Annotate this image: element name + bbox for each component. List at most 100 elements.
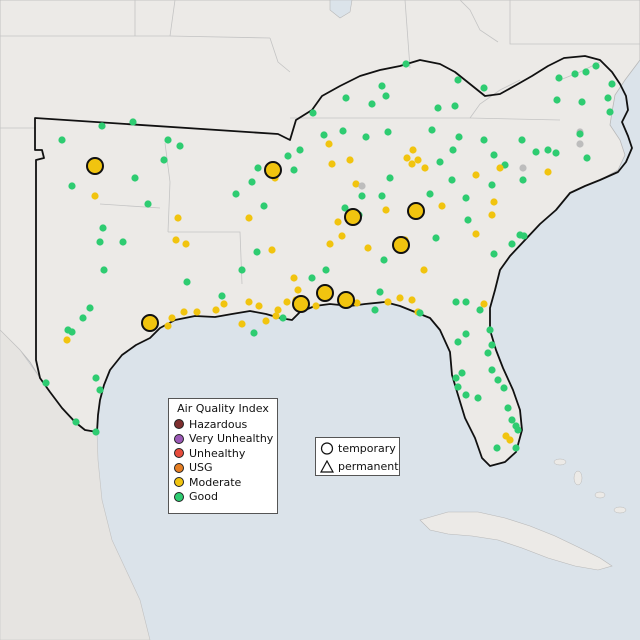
monitor-dot-good[interactable]	[42, 379, 50, 387]
monitor-dot-good[interactable]	[592, 62, 600, 70]
monitor-dot-moderate-large[interactable]	[392, 236, 410, 254]
monitor-dot-no-data[interactable]	[576, 140, 584, 148]
monitor-dot-good[interactable]	[480, 136, 488, 144]
monitor-dot-good[interactable]	[96, 238, 104, 246]
monitor-dot-moderate[interactable]	[326, 240, 334, 248]
monitor-dot-moderate[interactable]	[164, 322, 172, 330]
monitor-dot-good[interactable]	[553, 96, 561, 104]
monitor-dot-moderate-large[interactable]	[344, 208, 362, 226]
monitor-dot-good[interactable]	[250, 329, 258, 337]
monitor-dot-moderate-large[interactable]	[141, 314, 159, 332]
monitor-dot-good[interactable]	[500, 384, 508, 392]
monitor-dot-good[interactable]	[341, 204, 349, 212]
monitor-dot-moderate[interactable]	[490, 198, 498, 206]
monitor-dot-moderate[interactable]	[352, 180, 360, 188]
monitor-dot-good[interactable]	[474, 394, 482, 402]
monitor-dot-moderate[interactable]	[245, 298, 253, 306]
monitor-dot-good[interactable]	[488, 366, 496, 374]
monitor-dot-good[interactable]	[183, 278, 191, 286]
monitor-dot-good[interactable]	[176, 142, 184, 150]
monitor-dot-good[interactable]	[604, 94, 612, 102]
monitor-dot-good[interactable]	[520, 232, 528, 240]
monitor-dot-moderate-large[interactable]	[407, 202, 425, 220]
monitor-dot-good[interactable]	[339, 127, 347, 135]
monitor-dot-good[interactable]	[552, 149, 560, 157]
monitor-dot-good[interactable]	[119, 238, 127, 246]
monitor-dot-good[interactable]	[279, 314, 287, 322]
monitor-dot-good[interactable]	[378, 192, 386, 200]
monitor-dot-moderate[interactable]	[438, 202, 446, 210]
monitor-dot-good[interactable]	[68, 182, 76, 190]
monitor-dot-good[interactable]	[462, 391, 470, 399]
monitor-dot-good[interactable]	[98, 122, 106, 130]
monitor-dot-moderate[interactable]	[220, 300, 228, 308]
monitor-dot-moderate-large[interactable]	[292, 295, 310, 313]
monitor-dot-moderate[interactable]	[409, 146, 417, 154]
monitor-dot-good[interactable]	[131, 174, 139, 182]
monitor-dot-good[interactable]	[68, 328, 76, 336]
monitor-dot-good[interactable]	[454, 76, 462, 84]
monitor-dot-good[interactable]	[583, 154, 591, 162]
monitor-dot-good[interactable]	[518, 136, 526, 144]
monitor-dot-good[interactable]	[454, 338, 462, 346]
monitor-dot-good[interactable]	[488, 341, 496, 349]
monitor-dot-good[interactable]	[458, 369, 466, 377]
monitor-dot-moderate[interactable]	[182, 240, 190, 248]
monitor-dot-no-data[interactable]	[519, 164, 527, 172]
monitor-dots-small[interactable]	[42, 60, 616, 452]
monitor-dot-no-data[interactable]	[358, 182, 366, 190]
monitor-dot-good[interactable]	[464, 216, 472, 224]
monitor-dot-good[interactable]	[308, 274, 316, 282]
monitor-dot-moderate[interactable]	[283, 298, 291, 306]
monitor-dot-good[interactable]	[248, 178, 256, 186]
monitor-dot-good[interactable]	[144, 200, 152, 208]
monitor-dot-good[interactable]	[494, 376, 502, 384]
monitor-dot-good[interactable]	[378, 82, 386, 90]
monitor-dot-good[interactable]	[290, 166, 298, 174]
monitor-dot-good[interactable]	[129, 118, 137, 126]
monitor-dot-good[interactable]	[578, 98, 586, 106]
monitor-dot-moderate[interactable]	[488, 211, 496, 219]
monitor-dot-good[interactable]	[426, 190, 434, 198]
monitor-dot-moderate[interactable]	[312, 302, 320, 310]
monitor-dot-good[interactable]	[358, 192, 366, 200]
monitor-dot-good[interactable]	[480, 84, 488, 92]
monitor-dot-good[interactable]	[371, 306, 379, 314]
monitor-dot-good[interactable]	[452, 298, 460, 306]
monitor-dot-good[interactable]	[462, 298, 470, 306]
monitor-dot-moderate[interactable]	[421, 164, 429, 172]
monitor-dot-good[interactable]	[362, 133, 370, 141]
monitor-dot-good[interactable]	[452, 374, 460, 382]
monitor-dot-good[interactable]	[512, 444, 520, 452]
monitor-dot-moderate[interactable]	[364, 244, 372, 252]
monitor-dot-good[interactable]	[462, 194, 470, 202]
monitor-dot-moderate-large[interactable]	[86, 157, 104, 175]
monitor-dot-good[interactable]	[386, 174, 394, 182]
monitor-dot-good[interactable]	[514, 426, 522, 434]
monitor-dot-moderate[interactable]	[63, 336, 71, 344]
monitor-dot-good[interactable]	[608, 80, 616, 88]
monitor-dot-good[interactable]	[92, 374, 100, 382]
monitor-dot-good[interactable]	[454, 383, 462, 391]
monitor-dot-good[interactable]	[486, 326, 494, 334]
monitor-dot-good[interactable]	[376, 288, 384, 296]
monitor-dot-good[interactable]	[476, 306, 484, 314]
monitor-dot-moderate[interactable]	[544, 168, 552, 176]
monitor-dot-good[interactable]	[402, 60, 410, 68]
monitor-dot-good[interactable]	[434, 104, 442, 112]
monitor-dot-good[interactable]	[490, 250, 498, 258]
monitor-dot-moderate[interactable]	[290, 274, 298, 282]
monitor-dot-good[interactable]	[532, 148, 540, 156]
monitor-dot-moderate[interactable]	[255, 302, 263, 310]
monitor-dot-good[interactable]	[490, 151, 498, 159]
monitor-dot-moderate[interactable]	[496, 164, 504, 172]
monitor-dot-moderate[interactable]	[262, 317, 270, 325]
monitor-dot-moderate[interactable]	[168, 314, 176, 322]
monitor-dot-good[interactable]	[449, 146, 457, 154]
monitor-dot-moderate[interactable]	[334, 218, 342, 226]
monitor-dot-moderate[interactable]	[180, 308, 188, 316]
monitor-dot-good[interactable]	[455, 133, 463, 141]
monitor-dot-moderate[interactable]	[272, 312, 280, 320]
monitor-dot-good[interactable]	[86, 304, 94, 312]
